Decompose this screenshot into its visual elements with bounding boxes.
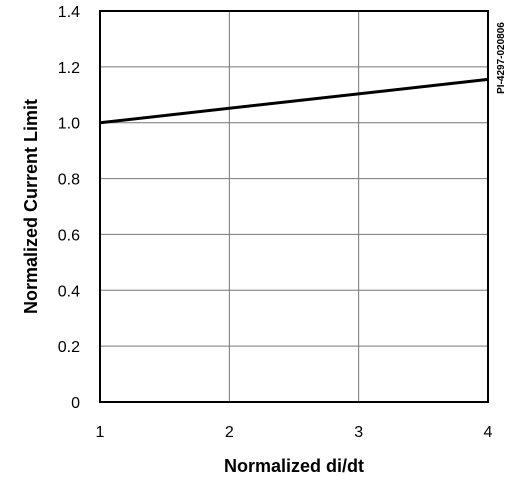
y-tick-label: 1.4 [58,4,80,21]
y-tick-labels: 0 0.2 0.4 0.6 0.8 1.0 1.2 1.4 [58,4,80,412]
plot-frame [99,10,489,403]
series-line [99,77,489,125]
x-tick-labels: 1 2 3 4 [96,424,493,441]
y-tick-label: 0.4 [58,283,80,300]
y-axis-label: Normalized Current Limit [21,99,41,314]
x-tick-label: 4 [484,424,493,441]
y-tick-label: 0.8 [58,172,80,189]
grid [99,10,489,403]
y-tick-label: 0.2 [58,339,80,356]
x-tick-label: 3 [354,424,363,441]
series-group [99,77,489,125]
x-axis-label: Normalized di/dt [224,456,364,476]
y-tick-label: 1.0 [58,116,80,133]
y-tick-label: 0.6 [58,227,80,244]
figure-id-label: PI-4297-020806 [496,22,507,94]
y-tick-label: 0 [71,395,80,412]
x-tick-label: 2 [225,424,234,441]
y-tick-label: 1.2 [58,60,80,77]
x-tick-label: 1 [96,424,105,441]
